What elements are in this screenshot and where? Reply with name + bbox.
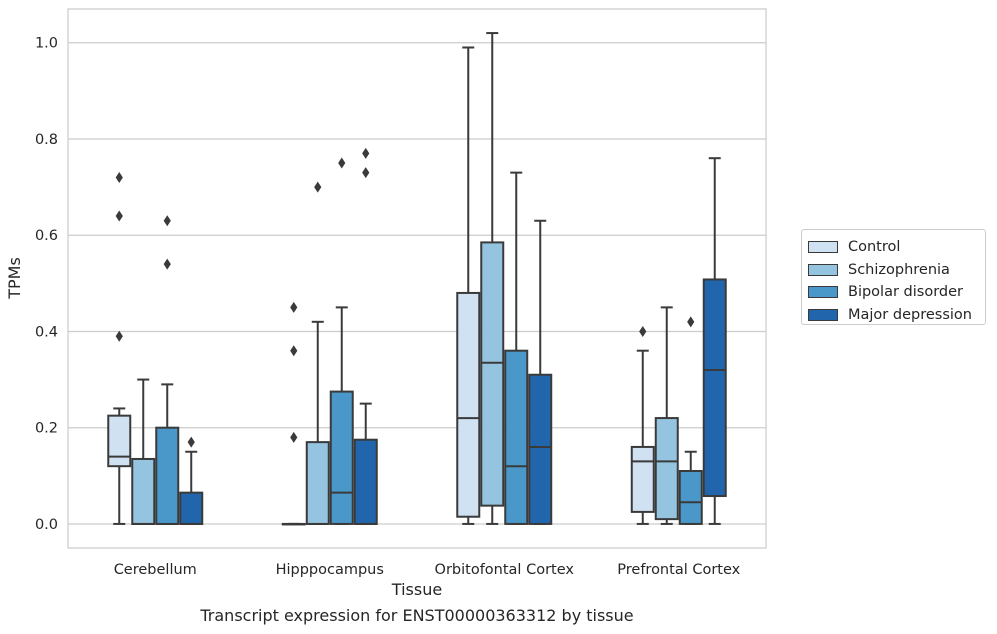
box-bipolar-disorder [329,157,354,525]
box-iqr [329,390,354,525]
legend-swatch [808,263,838,276]
legend-swatch [808,241,838,254]
outlier-point [314,181,322,193]
box-iqr [131,457,156,525]
box-major-depression [528,219,553,525]
legend-item-bipolar-disorder: Bipolar disorder [808,281,979,304]
box-iqr [305,441,330,525]
outlier-point [290,431,298,443]
box-iqr [353,438,378,525]
box-schizophrenia [305,181,330,525]
box-bipolar-disorder [155,215,180,525]
y-axis-label: TPMs [5,257,24,300]
x-tick-label: Hipppocampus [276,562,384,578]
legend-label: Control [848,239,901,256]
outlier-point [362,147,370,159]
legend-swatch [808,286,838,299]
outlier-point [290,301,298,313]
box-iqr [504,349,529,525]
outlier-point [115,210,123,222]
x-tick-label: Orbitofontal Cortex [435,562,575,578]
box-iqr [678,470,703,525]
box-control [281,301,306,526]
y-tick-label: 0.8 [35,132,58,148]
y-tick-label: 0.4 [35,324,58,340]
box-schizophrenia [480,32,505,525]
box-iqr [528,373,553,525]
legend: Control Schizophrenia Bipolar disorder M… [801,229,986,325]
outlier-point [187,436,195,448]
legend-label: Bipolar disorder [848,284,963,301]
box-bipolar-disorder [678,316,703,525]
x-axis-label: Tissue [391,580,442,599]
box-iqr [155,426,180,525]
box-iqr [702,278,727,498]
box-control [107,171,132,525]
box-major-depression [353,147,378,525]
box-iqr [480,241,505,507]
legend-label: Major depression [848,306,972,323]
chart-caption: Transcript expression for ENST0000036331… [200,606,634,625]
x-tick-label: Cerebellum [114,562,197,578]
x-tick-label: Prefrontal Cortex [617,562,740,578]
box-schizophrenia [654,306,679,525]
y-tick-label: 0.0 [35,517,58,533]
box-iqr [630,445,655,513]
box-iqr [179,491,204,525]
y-tick-label: 0.6 [35,228,58,244]
outlier-point [290,345,298,357]
box-major-depression [179,436,204,525]
box-iqr [456,291,481,518]
y-tick-label: 1.0 [35,36,58,52]
box-iqr [654,417,679,521]
outlier-point [115,330,123,342]
legend-swatch [808,308,838,321]
outlier-point [163,215,171,227]
outlier-point [362,167,370,179]
y-tick-label: 0.2 [35,421,58,437]
box-iqr [107,414,132,468]
box-control [630,325,655,525]
legend-item-control: Control [808,236,979,259]
legend-item-schizophrenia: Schizophrenia [808,259,979,282]
box-major-depression [702,157,727,525]
box-bipolar-disorder [504,171,529,525]
legend-label: Schizophrenia [848,261,950,278]
outlier-point [639,325,647,337]
outlier-point [163,258,171,270]
legend-item-major-depression: Major depression [808,304,979,327]
outlier-point [687,316,695,328]
outlier-point [115,171,123,183]
box-schizophrenia [131,378,156,525]
outlier-point [338,157,346,169]
box-control [456,46,481,525]
